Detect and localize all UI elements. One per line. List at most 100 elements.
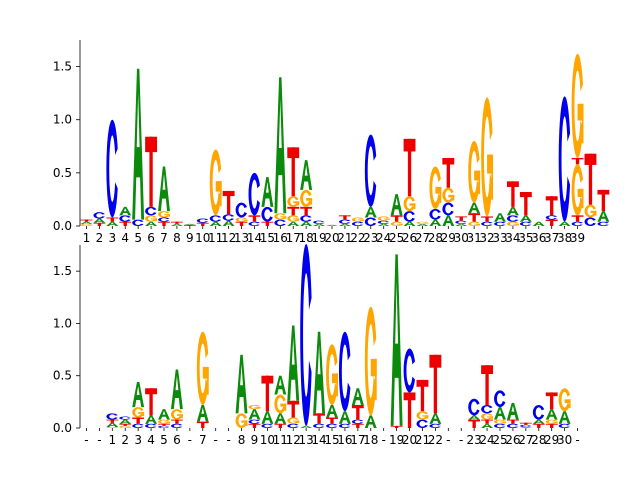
logo-letter-a xyxy=(209,221,222,226)
x-tick-label: 10 xyxy=(195,231,210,245)
x-tick-label: 2 xyxy=(121,433,129,447)
logo-letter-a xyxy=(390,194,403,216)
y-tick-label: 0.0 xyxy=(53,219,72,233)
logo-letter-t xyxy=(455,216,468,221)
x-tick-label: 5 xyxy=(160,433,168,447)
logo-letter-a xyxy=(80,221,93,224)
logo-letter-a xyxy=(132,68,145,220)
logo-letter-c xyxy=(558,423,571,428)
logo-letter-g xyxy=(390,221,403,226)
x-tick-label: 37 xyxy=(544,231,559,245)
logo-letter-a xyxy=(338,223,351,226)
logo-letter-a xyxy=(106,221,119,226)
logo-letter-a xyxy=(506,402,519,420)
x-tick-label: 22 xyxy=(350,231,365,245)
logo-letter-c xyxy=(313,220,325,224)
logo-letter-t xyxy=(261,221,274,226)
logo-letter-a xyxy=(274,77,287,214)
logo-letter-t xyxy=(132,417,145,424)
logo-letter-c xyxy=(442,202,454,216)
x-tick-label: 25 xyxy=(492,433,507,447)
logo-letter-c xyxy=(261,206,273,222)
x-tick-label: 3 xyxy=(134,433,142,447)
top-logo-panel: 0.00.51.01.51 2 3 4 5 6 7 8 9 1011121314151617181… xyxy=(53,40,610,245)
logo-letter-c xyxy=(364,134,377,207)
logo-letter-t xyxy=(597,189,610,212)
logo-letter-c xyxy=(145,423,157,428)
logo-letter-g xyxy=(287,215,300,222)
x-tick-label: 3 xyxy=(108,231,116,245)
logo-letter-g xyxy=(351,217,364,222)
logo-letter-a xyxy=(106,422,119,427)
logo-letter-c xyxy=(468,398,480,416)
x-tick-label: 21 xyxy=(337,231,352,245)
logo-letter-a xyxy=(119,419,132,424)
logo-letter-g xyxy=(170,409,183,420)
logo-letter-a xyxy=(274,375,287,395)
logo-letter-a xyxy=(481,423,494,428)
logo-letter-c xyxy=(494,221,506,226)
logo-letter-t xyxy=(106,419,119,423)
x-tick-label: 21 xyxy=(415,433,430,447)
x-tick-label: 23 xyxy=(363,231,378,245)
logo-letter-c xyxy=(494,390,506,408)
x-tick-label: 6 xyxy=(173,433,181,447)
x-tick-label: 30 xyxy=(557,433,572,447)
x-tick-label: - xyxy=(446,433,450,447)
logo-letter-t xyxy=(519,422,532,425)
logo-letter-t xyxy=(145,136,158,207)
x-tick-label: 12 xyxy=(286,433,301,447)
logo-letter-t xyxy=(222,190,235,215)
logo-letter-t xyxy=(106,217,119,222)
y-tick-label: 1.0 xyxy=(53,316,72,330)
logo-letter-t xyxy=(506,181,519,207)
logo-letter-g xyxy=(80,223,93,226)
x-tick-label: 15 xyxy=(260,231,275,245)
logo-letter-c xyxy=(429,208,441,220)
logo-letter-c xyxy=(364,217,377,226)
x-tick-label: 10 xyxy=(260,433,275,447)
x-tick-label: 17 xyxy=(350,433,365,447)
logo-letter-a xyxy=(468,202,481,214)
y-tick-label: 0.5 xyxy=(53,369,72,383)
x-tick-label: 4 xyxy=(121,231,129,245)
logo-letter-a xyxy=(545,409,558,420)
logo-letter-a xyxy=(532,221,545,226)
logo-letter-t xyxy=(158,423,170,426)
logo-letter-g xyxy=(287,417,300,424)
x-tick-label: 26 xyxy=(402,231,417,245)
logo-letter-t xyxy=(287,400,300,418)
x-tick-label: 16 xyxy=(337,433,352,447)
logo-letter-a xyxy=(158,166,170,212)
logo-letter-g xyxy=(442,187,455,203)
logo-letter-a xyxy=(145,415,158,424)
x-tick-label: 2 xyxy=(96,231,104,245)
x-tick-label: 34 xyxy=(505,231,520,245)
logo-letter-c xyxy=(545,215,558,220)
x-tick-label: 33 xyxy=(492,231,507,245)
x-tick-label: 13 xyxy=(234,231,249,245)
logo-letter-a xyxy=(429,413,442,424)
logo-letter-t xyxy=(313,413,326,424)
logo-letter-a xyxy=(261,177,274,207)
logo-letter-c xyxy=(248,419,260,424)
x-tick-label: - xyxy=(226,433,230,447)
logo-letter-a xyxy=(158,409,170,420)
logo-letter-c xyxy=(494,423,506,428)
logo-letter-a xyxy=(170,369,183,410)
logo-letter-g xyxy=(209,149,222,216)
logo-letter-c xyxy=(222,214,235,221)
x-tick-label: - xyxy=(382,433,386,447)
logo-letter-g xyxy=(196,331,209,405)
logo-letter-t xyxy=(545,423,558,428)
x-tick-label: 20 xyxy=(324,231,339,245)
logo-letter-c xyxy=(158,217,170,222)
logo-letter-c xyxy=(519,424,532,427)
x-tick-label: 11 xyxy=(208,231,223,245)
x-tick-label: - xyxy=(97,433,101,447)
logo-letter-c xyxy=(338,423,351,428)
logo-letter-c xyxy=(377,220,390,224)
x-tick-label: 8 xyxy=(238,433,246,447)
x-tick-label: 15 xyxy=(324,433,339,447)
logo-letter-t xyxy=(545,196,558,216)
